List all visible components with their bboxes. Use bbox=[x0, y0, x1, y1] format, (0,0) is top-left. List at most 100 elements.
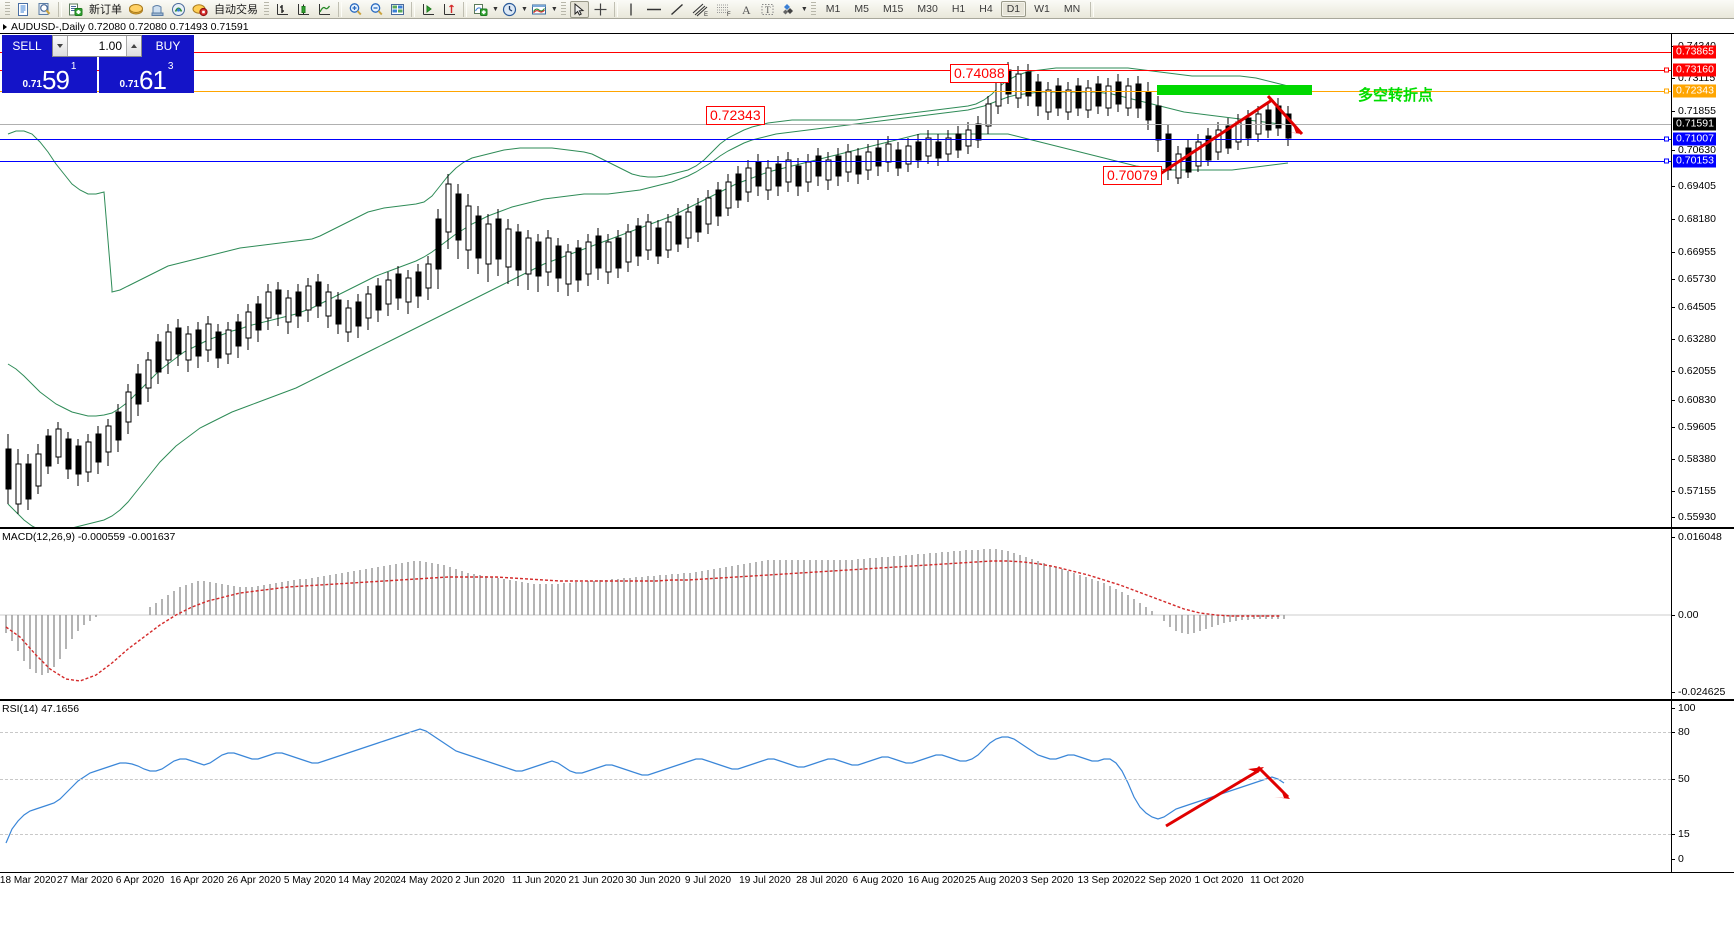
timeframe-m1[interactable]: M1 bbox=[825, 3, 841, 15]
objects-icon[interactable] bbox=[779, 1, 799, 18]
annotation-low-price[interactable]: 0.70079 bbox=[1103, 166, 1162, 185]
price-badge-073160[interactable]: 0.73160 bbox=[1673, 63, 1716, 77]
gold-icon[interactable] bbox=[126, 1, 146, 18]
macd-pane[interactable]: MACD(12,26,9) -0.000559 -0.001637 bbox=[0, 528, 1734, 700]
buy-price-sup: 3 bbox=[167, 61, 174, 72]
chart-container[interactable]: 0.74088 0.72343 0.70079 多空转折点 0.74340 0.… bbox=[0, 33, 1734, 940]
rsi-pane[interactable]: RSI(14) 47.1656 100 80 50 15 0 bbox=[0, 700, 1734, 873]
trendline-icon[interactable] bbox=[667, 1, 687, 18]
price-scale[interactable]: 0.74340 0.73115 0.71855 0.70630 0.69405 … bbox=[1671, 34, 1734, 527]
vline-icon[interactable] bbox=[622, 1, 641, 18]
timeframe-w1[interactable]: W1 bbox=[1034, 3, 1050, 15]
price-badge-073865[interactable]: 0.73865 bbox=[1673, 45, 1716, 59]
date-axis[interactable]: 18 Mar 2020 27 Mar 2020 6 Apr 2020 16 Ap… bbox=[0, 873, 1671, 889]
autotrade-icon[interactable] bbox=[190, 1, 210, 18]
one-click-trading-panel[interactable]: SELL 1.00 BUY 0.71 59 1 0.71 61 3 bbox=[2, 35, 194, 93]
zoom-out-icon[interactable] bbox=[367, 1, 386, 18]
date-tick-7: 24 May 2020 bbox=[395, 875, 453, 886]
rsi-tick-100: 100 bbox=[1672, 702, 1696, 714]
buy-price-display[interactable]: 0.71 61 3 bbox=[99, 57, 194, 93]
equidistant-channel-icon[interactable]: E bbox=[689, 1, 711, 18]
annotation-mid-price[interactable]: 0.72343 bbox=[706, 106, 765, 125]
signals-icon[interactable] bbox=[169, 1, 188, 18]
chart-collapse-icon[interactable] bbox=[3, 23, 7, 30]
templates-icon[interactable] bbox=[529, 1, 549, 18]
auto-scroll-icon[interactable] bbox=[440, 1, 459, 18]
main-toolbar: 新订单 自动交易 ▼ ▼ bbox=[0, 0, 1734, 19]
metaeditor-icon[interactable] bbox=[148, 1, 167, 18]
sell-button[interactable]: SELL bbox=[2, 35, 52, 57]
macd-plot-area[interactable] bbox=[0, 529, 1671, 699]
price-badge-072343[interactable]: 0.72343 bbox=[1673, 84, 1716, 98]
volume-increment-button[interactable] bbox=[126, 36, 141, 56]
autotrade-label[interactable]: 自动交易 bbox=[214, 4, 258, 16]
candlestick-chart-icon[interactable] bbox=[294, 1, 313, 18]
date-tick-13: 19 Jul 2020 bbox=[739, 875, 791, 886]
period-icon[interactable] bbox=[500, 1, 519, 18]
hline-icon[interactable] bbox=[643, 1, 665, 18]
svg-text:T: T bbox=[765, 5, 771, 15]
timeframe-d1[interactable]: D1 bbox=[1000, 1, 1027, 17]
date-tick-0: 18 Mar 2020 bbox=[0, 875, 57, 886]
price-plot-area[interactable]: 0.74088 0.72343 0.70079 多空转折点 bbox=[0, 34, 1671, 527]
templates-dropdown-arrow[interactable]: ▼ bbox=[550, 5, 558, 13]
sell-price-big: 59 bbox=[41, 65, 70, 93]
price-pane[interactable]: 0.74088 0.72343 0.70079 多空转折点 0.74340 0.… bbox=[0, 33, 1734, 528]
annotation-high-price[interactable]: 0.74088 bbox=[950, 64, 1009, 83]
new-order-icon[interactable] bbox=[66, 1, 85, 18]
rsi-tick-0: 0 bbox=[1672, 853, 1684, 865]
rsi-indicator-label[interactable]: RSI(14) 47.1656 bbox=[2, 703, 80, 715]
trade-panel-price-row: 0.71 59 1 0.71 61 3 bbox=[2, 57, 194, 93]
price-badge-071007[interactable]: 0.71007 bbox=[1673, 132, 1716, 146]
crosshair-icon[interactable] bbox=[591, 1, 610, 18]
price-line-073865[interactable] bbox=[0, 52, 1671, 53]
toolbar-grip-2[interactable] bbox=[264, 1, 269, 17]
indicators-icon[interactable] bbox=[471, 1, 490, 18]
cursor-icon[interactable] bbox=[569, 0, 589, 18]
resistance-zone-marker[interactable] bbox=[1157, 85, 1312, 95]
price-badge-070153[interactable]: 0.70153 bbox=[1673, 154, 1716, 168]
new-order-label[interactable]: 新订单 bbox=[89, 4, 122, 16]
price-line-handle-070153[interactable] bbox=[1664, 158, 1669, 164]
toolbar-grip[interactable] bbox=[5, 1, 10, 17]
volume-value[interactable]: 1.00 bbox=[98, 39, 122, 53]
sell-price-display[interactable]: 0.71 59 1 bbox=[2, 57, 97, 93]
toolbar-grip-3[interactable] bbox=[560, 1, 566, 17]
fibonacci-icon[interactable]: F bbox=[713, 1, 735, 18]
timeframe-m15[interactable]: M15 bbox=[882, 3, 904, 15]
price-line-073160[interactable] bbox=[0, 70, 1671, 71]
timeframe-h4[interactable]: H4 bbox=[979, 3, 993, 15]
price-line-071007[interactable] bbox=[0, 139, 1671, 140]
timeframe-m30[interactable]: M30 bbox=[917, 3, 938, 15]
date-tick-17: 25 Aug 2020 bbox=[964, 875, 1022, 886]
macd-indicator-label[interactable]: MACD(12,26,9) -0.000559 -0.001637 bbox=[2, 531, 176, 543]
line-chart-icon[interactable] bbox=[315, 1, 334, 18]
search-icon[interactable] bbox=[35, 1, 54, 18]
new-chart-icon[interactable] bbox=[14, 1, 33, 18]
timeframe-m5[interactable]: M5 bbox=[854, 3, 869, 15]
price-line-072343[interactable] bbox=[0, 91, 1671, 92]
volume-decrement-button[interactable] bbox=[53, 36, 68, 56]
timeframe-mn[interactable]: MN bbox=[1063, 3, 1081, 15]
zoom-in-icon[interactable] bbox=[346, 1, 365, 18]
objects-dropdown-arrow[interactable]: ▼ bbox=[800, 5, 808, 13]
price-line-handle-072343[interactable] bbox=[1664, 88, 1669, 94]
price-line-handle-071007[interactable] bbox=[1664, 136, 1669, 142]
text-icon[interactable]: A bbox=[737, 1, 756, 18]
price-line-handle-073160[interactable] bbox=[1664, 67, 1669, 73]
rsi-plot-area[interactable] bbox=[0, 701, 1671, 872]
chart-shift-icon[interactable] bbox=[419, 1, 438, 18]
price-line-070153[interactable] bbox=[0, 161, 1671, 162]
macd-scale[interactable]: 0.016048 0.00 -0.024625 bbox=[1671, 529, 1734, 699]
volume-stepper[interactable]: 1.00 bbox=[52, 35, 142, 57]
indicators-dropdown-arrow[interactable]: ▼ bbox=[492, 5, 499, 13]
buy-button[interactable]: BUY bbox=[142, 35, 194, 57]
period-dropdown-arrow[interactable]: ▼ bbox=[520, 5, 528, 13]
toolbar-grip-4[interactable] bbox=[810, 1, 816, 17]
data-window-icon[interactable] bbox=[388, 1, 407, 18]
timeframe-h1[interactable]: H1 bbox=[951, 3, 966, 15]
label-icon[interactable]: T bbox=[758, 1, 777, 18]
rsi-scale[interactable]: 100 80 50 15 0 bbox=[1671, 701, 1734, 872]
bar-chart-icon[interactable] bbox=[273, 1, 292, 18]
annotation-chinese-note[interactable]: 多空转折点 bbox=[1358, 86, 1434, 104]
